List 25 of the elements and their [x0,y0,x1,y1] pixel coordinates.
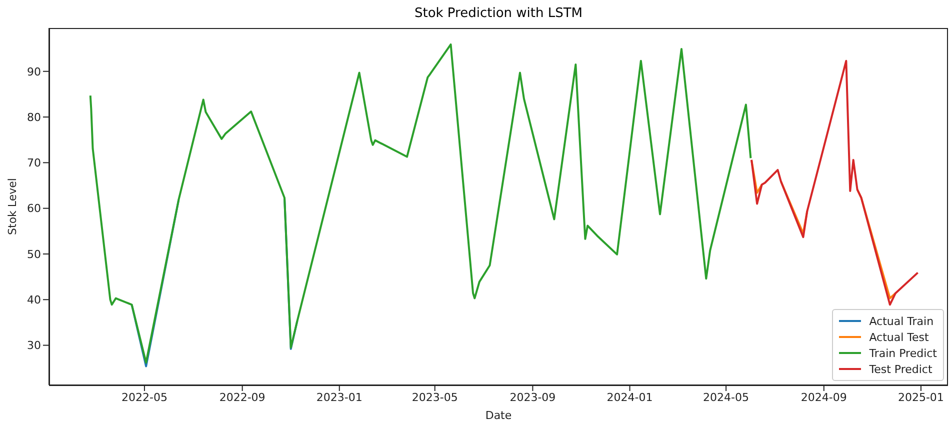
x-tick-label: 2024-09 [800,390,847,404]
x-tick-label: 2023-05 [412,390,458,404]
legend-label: Test Predict [869,362,932,376]
legend-label: Actual Train [869,314,934,328]
x-tick-label: 2022-05 [121,390,168,404]
y-tick-label: 80 [27,110,41,124]
y-tick-label: 50 [27,248,41,261]
y-tick-label: 60 [27,202,41,216]
x-axis-title: Date [485,409,512,421]
x-tick-label: 2023-09 [510,390,556,404]
legend-label: Actual Test [869,330,929,344]
x-tick-label: 2024-01 [606,390,653,404]
x-tick-label: 2025-01 [898,390,944,404]
y-tick-label: 90 [27,65,41,78]
line-series [89,43,752,364]
y-tick-label: 30 [27,339,41,352]
x-tick-label: 2022-09 [219,390,266,404]
legend-label: Train Predict [869,346,937,360]
line-series [750,60,919,306]
x-tick-label: 2024-05 [703,390,750,404]
y-axis-title: Stok Level [6,178,19,235]
y-tick-label: 70 [27,156,41,170]
chart-title: Stok Prediction with LSTM [413,6,584,21]
y-tick-label: 40 [27,294,41,307]
x-tick-label: 2023-01 [316,390,362,404]
